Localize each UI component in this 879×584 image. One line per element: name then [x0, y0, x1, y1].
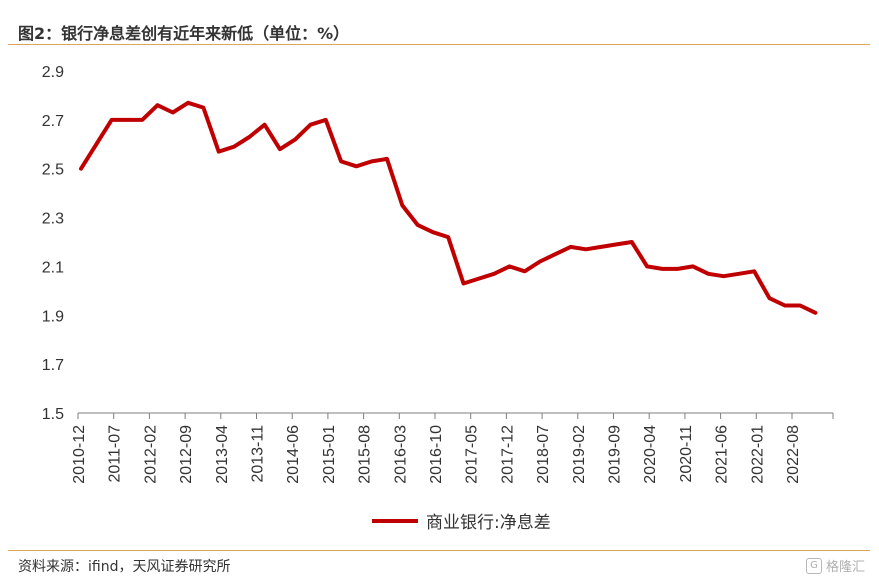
- y-tick-label: 2.5: [42, 162, 64, 179]
- legend: 商业银行:净息差: [372, 513, 551, 533]
- x-tick-label: 2016-10: [428, 425, 445, 484]
- footer-divider: [8, 550, 870, 551]
- series-line: [79, 100, 818, 315]
- x-tick-label: 2013-11: [250, 425, 267, 483]
- watermark: G 格隆汇: [805, 556, 865, 575]
- x-tick-label: 2015-08: [357, 425, 374, 484]
- x-tick-label: 2020-04: [642, 425, 659, 484]
- y-tick-label: 2.7: [42, 113, 64, 130]
- x-tick-label: 2020-11: [678, 425, 695, 483]
- x-tick-label: 2010-12: [71, 425, 88, 484]
- x-tick-label: 2022-01: [749, 425, 766, 484]
- series-group: [79, 100, 818, 315]
- x-tick-label: 2019-02: [571, 425, 588, 484]
- y-tick-label: 2.3: [42, 211, 64, 228]
- line-chart: 1.51.71.92.12.32.52.72.9 2010-12 2011-07 2…: [42, 64, 834, 533]
- y-tick-label: 2.9: [42, 64, 64, 81]
- x-tick-label: 2022-08: [785, 425, 802, 484]
- x-tick-label: 2012-09: [178, 425, 195, 484]
- y-tick-label: 2.1: [42, 259, 64, 276]
- y-tick-label: 1.5: [42, 406, 64, 423]
- y-tick-label: 1.7: [42, 357, 64, 374]
- x-axis: 2010-12 2011-07 2012-02 2012-09 2013-04 2013-…: [71, 412, 834, 484]
- source-note: 资料来源：ifind，天风证券研究所: [18, 559, 231, 575]
- x-tick-label: 2018-07: [535, 425, 552, 484]
- legend-label: 商业银行:净息差: [426, 513, 551, 533]
- x-tick-label: 2015-01: [321, 425, 338, 484]
- x-tick-label: 2011-07: [107, 425, 124, 483]
- x-tick-label: 2016-03: [392, 425, 409, 484]
- y-axis: 1.5 1.7 1.9 2.1 2.3 2.5 2.7 2.9: [42, 64, 64, 423]
- watermark-text: 格隆汇: [825, 560, 865, 575]
- y-tick-label: 1.9: [42, 308, 64, 325]
- x-tick-label: 2017-05: [464, 425, 481, 484]
- x-tick-label: 2012-02: [142, 425, 159, 484]
- chart-title: 图2：银行净息差创有近年来新低（单位：%）: [18, 24, 350, 43]
- title-divider: [8, 44, 870, 45]
- x-tick-label: 2017-12: [499, 425, 516, 484]
- x-tick-label: 2013-04: [214, 425, 231, 484]
- watermark-logo-icon: G: [805, 557, 822, 574]
- x-tick-label: 2021-06: [714, 425, 731, 484]
- x-tick-label: 2014-06: [285, 425, 302, 484]
- x-tick-label: 2019-09: [607, 425, 624, 484]
